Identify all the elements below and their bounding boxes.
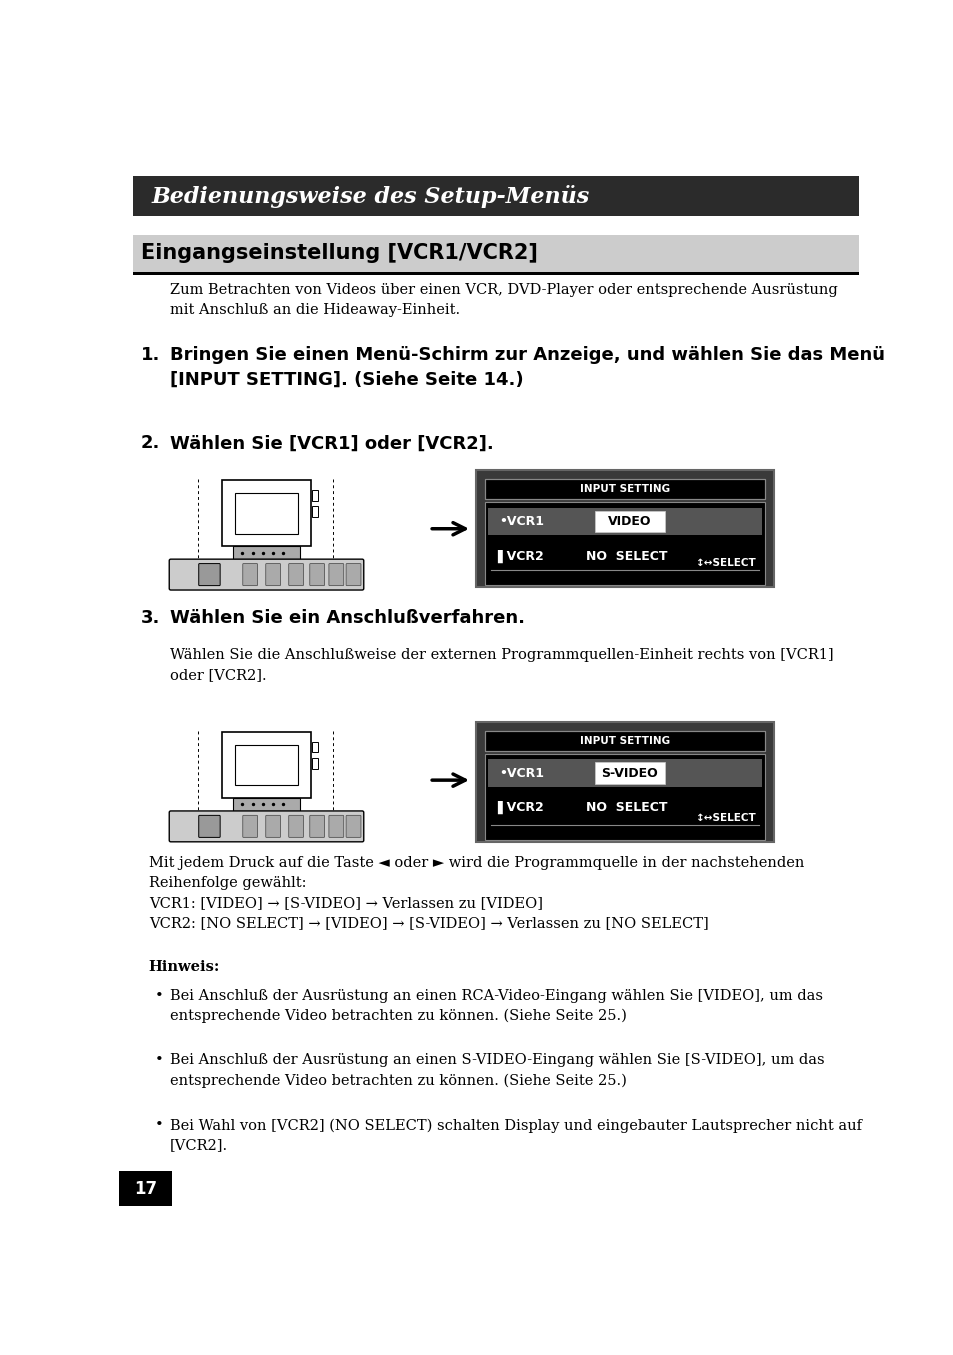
Bar	[233, 798, 299, 812]
Bar	[476, 722, 773, 841]
Text: ▌VCR2: ▌VCR2	[497, 549, 543, 562]
FancyBboxPatch shape	[289, 816, 303, 837]
FancyBboxPatch shape	[310, 564, 324, 585]
FancyBboxPatch shape	[242, 564, 257, 585]
Text: Wählen Sie die Anschlußweise der externen Programmquellen-Einheit rechts von [VC: Wählen Sie die Anschlußweise der externe…	[170, 648, 832, 683]
Text: 1.: 1.	[141, 346, 160, 364]
Bar	[312, 489, 317, 501]
FancyBboxPatch shape	[329, 816, 343, 837]
FancyBboxPatch shape	[169, 810, 363, 841]
Text: •: •	[154, 1118, 164, 1133]
FancyBboxPatch shape	[346, 816, 360, 837]
Bar	[595, 511, 664, 533]
Bar	[233, 546, 299, 560]
Bar	[484, 753, 764, 840]
FancyBboxPatch shape	[198, 564, 220, 585]
Text: Bringen Sie einen Menü-Schirm zur Anzeige, und wählen Sie das Menü
[INPUT SETTIN: Bringen Sie einen Menü-Schirm zur Anzeig…	[170, 346, 883, 389]
Text: S-VIDEO: S-VIDEO	[601, 767, 658, 779]
Bar	[595, 763, 664, 785]
Bar	[133, 272, 858, 275]
Bar	[312, 741, 317, 752]
Text: Bedienungsweise des Setup-Menüs: Bedienungsweise des Setup-Menüs	[152, 186, 590, 207]
Text: NO  SELECT: NO SELECT	[585, 550, 666, 562]
Text: 3.: 3.	[141, 610, 160, 627]
Text: ↕↔SELECT: ↕↔SELECT	[696, 813, 757, 822]
Text: ↕↔SELECT: ↕↔SELECT	[696, 558, 757, 568]
Bar	[488, 508, 760, 535]
Bar	[133, 176, 858, 217]
FancyBboxPatch shape	[266, 816, 280, 837]
Text: Bei Anschluß der Ausrüstung an einen S-VIDEO-Eingang wählen Sie [S-VIDEO], um da: Bei Anschluß der Ausrüstung an einen S-V…	[170, 1053, 823, 1088]
Text: Eingangseinstellung [VCR1/VCR2]: Eingangseinstellung [VCR1/VCR2]	[141, 244, 537, 263]
FancyBboxPatch shape	[329, 564, 343, 585]
Bar	[119, 1171, 172, 1206]
FancyBboxPatch shape	[169, 560, 363, 589]
Text: VIDEO: VIDEO	[608, 515, 651, 528]
Text: 17: 17	[134, 1180, 157, 1198]
Bar	[484, 480, 764, 499]
Text: INPUT SETTING: INPUT SETTING	[579, 484, 669, 495]
FancyBboxPatch shape	[242, 816, 257, 837]
Text: ▌VCR2: ▌VCR2	[497, 801, 543, 814]
Text: Wählen Sie [VCR1] oder [VCR2].: Wählen Sie [VCR1] oder [VCR2].	[170, 435, 493, 453]
Text: Bei Anschluß der Ausrüstung an einen RCA-Video-Eingang wählen Sie [VIDEO], um da: Bei Anschluß der Ausrüstung an einen RCA…	[170, 989, 821, 1023]
Text: NO  SELECT: NO SELECT	[585, 801, 666, 814]
Bar	[484, 480, 764, 499]
Bar	[488, 759, 760, 787]
Text: Hinweis:: Hinweis:	[149, 959, 220, 973]
Text: •VCR1: •VCR1	[498, 767, 543, 779]
Text: •: •	[154, 1053, 164, 1068]
Bar	[222, 480, 311, 546]
Bar	[235, 745, 297, 786]
Bar	[133, 234, 858, 272]
Bar	[235, 493, 297, 534]
Text: Wählen Sie ein Anschlußverfahren.: Wählen Sie ein Anschlußverfahren.	[170, 610, 524, 627]
Text: Bei Wahl von [VCR2] (NO SELECT) schalten Display und eingebauter Lautsprecher ni: Bei Wahl von [VCR2] (NO SELECT) schalten…	[170, 1118, 861, 1152]
Bar	[312, 505, 317, 516]
Bar	[484, 503, 764, 585]
FancyBboxPatch shape	[346, 564, 360, 585]
Bar	[484, 730, 764, 751]
Bar	[222, 732, 311, 798]
Text: Zum Betrachten von Videos über einen VCR, DVD-Player oder entsprechende Ausrüstu: Zum Betrachten von Videos über einen VCR…	[170, 283, 837, 317]
Text: Mit jedem Druck auf die Taste ◄ oder ► wird die Programmquelle in der nachstehen: Mit jedem Druck auf die Taste ◄ oder ► w…	[149, 855, 803, 930]
Text: •VCR1: •VCR1	[498, 515, 543, 528]
FancyBboxPatch shape	[310, 816, 324, 837]
FancyBboxPatch shape	[289, 564, 303, 585]
Bar	[312, 757, 317, 768]
Text: INPUT SETTING: INPUT SETTING	[579, 736, 669, 745]
Text: •: •	[154, 989, 164, 1003]
Bar	[484, 730, 764, 751]
FancyBboxPatch shape	[198, 816, 220, 837]
Text: 2.: 2.	[141, 435, 160, 453]
FancyBboxPatch shape	[266, 564, 280, 585]
Bar	[476, 470, 773, 587]
